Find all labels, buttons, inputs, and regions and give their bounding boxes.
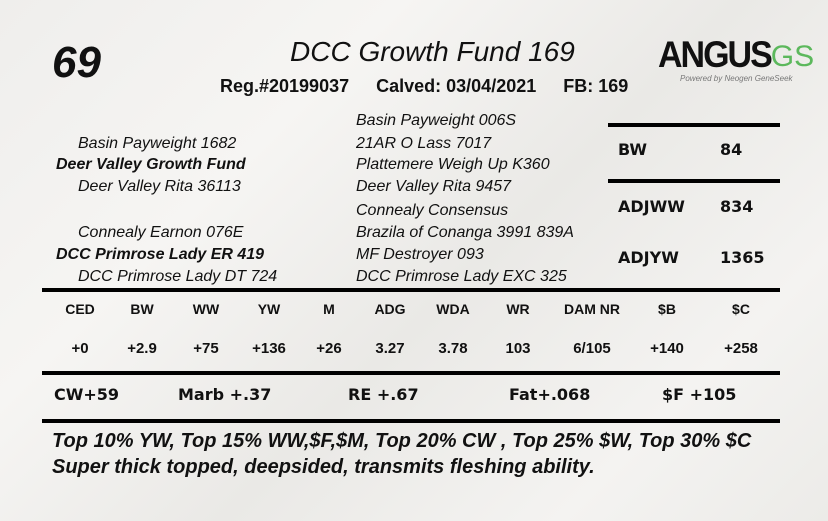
ss-sire: Basin Payweight 006S bbox=[356, 112, 517, 129]
divider bbox=[42, 419, 780, 423]
notes-description: Super thick topped, deepsided, transmits… bbox=[52, 456, 595, 478]
epd-header-ced: CED bbox=[65, 301, 95, 317]
fb-tag: FB: 169 bbox=[563, 76, 629, 96]
sire: Deer Valley Growth Fund bbox=[56, 156, 246, 173]
epd-value: +0 bbox=[71, 340, 89, 357]
dd-sire: MF Destroyer 093 bbox=[356, 246, 484, 263]
epd-value: 103 bbox=[505, 340, 531, 357]
calved-date: Calved: 03/04/2021 bbox=[376, 76, 537, 96]
dam-dam: DCC Primrose Lady DT 724 bbox=[78, 268, 278, 285]
epd-header-ww: WW bbox=[192, 301, 220, 317]
epd-header-damnr: DAM NR bbox=[564, 301, 620, 317]
carcass-fat: Fat+.068 bbox=[509, 385, 591, 404]
carcass-marb: Marb +.37 bbox=[178, 385, 272, 404]
sire-sire: Basin Payweight 1682 bbox=[78, 135, 237, 152]
divider bbox=[608, 123, 780, 127]
dam: DCC Primrose Lady ER 419 bbox=[56, 246, 265, 263]
epd-value: +136 bbox=[252, 340, 286, 357]
sd-sire: Plattemere Weigh Up K360 bbox=[356, 156, 550, 173]
carcass-cw: CW+59 bbox=[54, 385, 120, 404]
epd-value: 6/105 bbox=[573, 340, 611, 357]
actual-value-adjyw: 1365 bbox=[720, 248, 765, 267]
epd-header-wda: WDA bbox=[436, 301, 470, 317]
dd-dam: DCC Primrose Lady EXC 325 bbox=[356, 268, 567, 285]
angus-gs-logo: ANGUSGS Powered by Neogen GeneSeek bbox=[658, 34, 815, 83]
epd-value: 3.78 bbox=[438, 340, 468, 357]
ds-sire: Connealy Consensus bbox=[356, 202, 509, 219]
sd-dam: Deer Valley Rita 9457 bbox=[356, 178, 512, 195]
epd-header-wr: WR bbox=[506, 301, 530, 317]
ss-dam: 21AR O Lass 7017 bbox=[356, 135, 492, 152]
divider bbox=[42, 288, 780, 292]
ds-dam: Brazila of Conanga 3991 839A bbox=[356, 224, 574, 241]
epd-header-bw: BW bbox=[130, 301, 154, 317]
epd-value: +75 bbox=[193, 340, 219, 357]
actual-value-adjww: 834 bbox=[720, 197, 754, 216]
epd-value: +140 bbox=[650, 340, 684, 357]
registration: Reg.#20199037 bbox=[220, 76, 350, 96]
divider bbox=[608, 179, 780, 183]
dam-sire: Connealy Earnon 076E bbox=[78, 224, 244, 241]
divider bbox=[42, 371, 780, 375]
notes-rankings: Top 10% YW, Top 15% WW,$F,$M, Top 20% CW… bbox=[52, 430, 752, 452]
notes: Top 10% YW, Top 15% WW,$F,$M, Top 20% CW… bbox=[52, 428, 792, 480]
actual-value-bw: 84 bbox=[720, 140, 743, 159]
carcass-re: RE +.67 bbox=[348, 385, 419, 404]
epd-value: +2.9 bbox=[127, 340, 157, 357]
actual-label-adjww: ADJWW bbox=[618, 197, 685, 216]
lot-number: 69 bbox=[52, 38, 101, 87]
epd-header-m: M bbox=[323, 301, 335, 317]
epd-value: +258 bbox=[724, 340, 758, 357]
epd-value: 3.27 bbox=[375, 340, 405, 357]
epd-header-adg: ADG bbox=[374, 301, 406, 317]
actual-label-bw: BW bbox=[618, 140, 647, 159]
epd-value: +26 bbox=[316, 340, 342, 357]
epd-header-yw: YW bbox=[257, 301, 281, 317]
carcass-f-index: $F +105 bbox=[662, 385, 737, 404]
epd-header-c: $C bbox=[732, 301, 750, 317]
animal-name: DCC Growth Fund 169 bbox=[290, 36, 575, 67]
epd-header-b: $B bbox=[658, 301, 676, 317]
actual-label-adjyw: ADJYW bbox=[618, 248, 679, 267]
sire-dam: Deer Valley Rita 36113 bbox=[78, 178, 241, 195]
animal-info: Reg.#20199037 Calved: 03/04/2021 FB: 169 bbox=[220, 76, 650, 97]
